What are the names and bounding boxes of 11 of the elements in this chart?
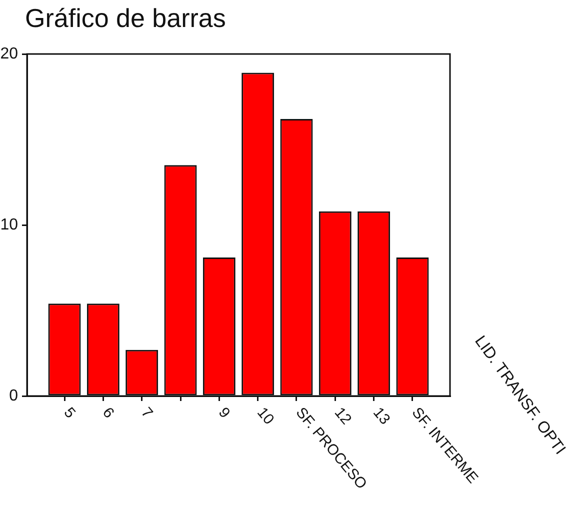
x-tick-label: 7 xyxy=(138,404,156,422)
x-tick-label: 5 xyxy=(60,404,79,422)
x-tick-label: 10 xyxy=(254,404,278,428)
x-tick-label: 9 xyxy=(214,404,234,422)
chart-title: Gráfico de barras xyxy=(25,3,226,33)
x-tick-label: 6 xyxy=(98,404,118,422)
y-tick-label: 20 xyxy=(0,45,18,62)
x-tick-label: 12 xyxy=(330,404,355,428)
x-tick-label: 13 xyxy=(370,404,394,428)
y-tick-label: 0 xyxy=(9,387,18,404)
y-tick-label: 10 xyxy=(0,216,18,234)
